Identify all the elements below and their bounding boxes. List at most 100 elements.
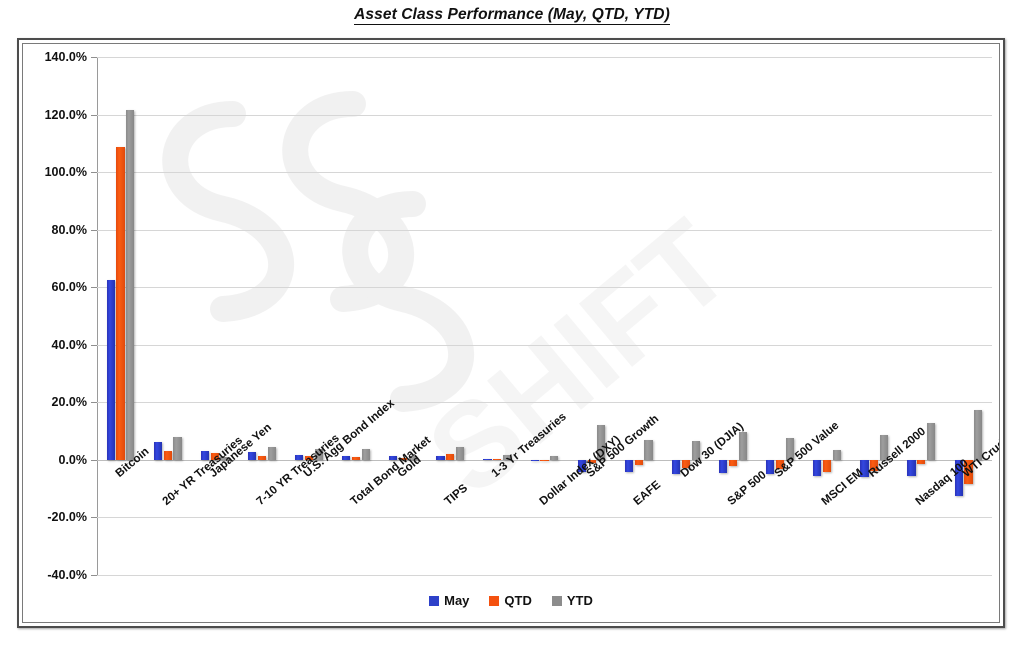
bar-may (766, 459, 775, 475)
legend-label: YTD (566, 593, 593, 608)
bar-group (624, 57, 653, 575)
bar-qtd (870, 459, 879, 472)
bar-may (530, 459, 539, 461)
bar-ytd (974, 409, 983, 460)
bar-ytd (126, 110, 135, 460)
y-axis-line (97, 57, 98, 575)
bar-qtd (257, 455, 266, 460)
bar-group (860, 57, 889, 575)
bar-group (577, 57, 606, 575)
x-axis-label: 20+ YR Treasuries (159, 433, 245, 508)
bar-ytd (738, 432, 747, 460)
legend-label: May (444, 593, 470, 608)
bar-ytd (220, 457, 229, 460)
bar-ytd (173, 436, 182, 460)
bar-may (624, 459, 633, 472)
y-axis-tick-label: 80.0% (51, 222, 87, 237)
bar-ytd (879, 435, 889, 460)
bar-qtd (964, 459, 973, 485)
bar-may (813, 459, 822, 476)
bar-group (153, 57, 182, 575)
bar-group (342, 57, 370, 575)
bar-qtd (351, 456, 361, 460)
bar-may (295, 455, 304, 460)
bar-may (389, 455, 398, 460)
bar-group (483, 57, 512, 575)
chart-title-text: Asset Class Performance (May, QTD, YTD) (354, 6, 670, 25)
bar-qtd (681, 459, 690, 468)
x-axis-label: TIPS (442, 481, 471, 508)
legend-item[interactable]: QTD (489, 593, 532, 608)
y-axis-tick (91, 287, 97, 289)
x-axis-label: 1-3 Yr Treasuries (489, 409, 570, 480)
bar-qtd (587, 459, 596, 464)
x-axis-label: MSCI EM (819, 465, 866, 508)
bar-group (436, 57, 465, 575)
x-axis-label: EAFE (630, 477, 663, 508)
chart-legend: May QTD YTD (23, 593, 999, 608)
bar-qtd (728, 459, 737, 466)
bar-group (766, 57, 794, 575)
bar-qtd (163, 450, 172, 460)
bar-group (295, 57, 323, 575)
x-axis-label: Dow 30 (DJIA) (677, 419, 746, 480)
bar-group (200, 57, 229, 575)
bar-may (153, 441, 162, 460)
bar-ytd (267, 446, 276, 460)
bar-ytd (785, 438, 794, 460)
y-axis-tick-label: 20.0% (51, 395, 87, 410)
bar-may (200, 451, 210, 460)
x-axis-label: Bitcoin (112, 444, 152, 480)
gridline (97, 517, 992, 519)
y-axis-tick-label: 0.0% (58, 452, 88, 467)
bar-qtd (917, 459, 926, 465)
y-axis-tick (91, 344, 97, 346)
y-axis-tick (91, 517, 97, 519)
bar-may (954, 459, 963, 496)
y-axis-tick (91, 57, 97, 58)
gridline (97, 57, 992, 58)
bar-qtd (304, 456, 314, 460)
x-axis-label: Russell 2000 (866, 424, 929, 480)
bar-ytd (361, 449, 370, 460)
legend-item[interactable]: May (429, 593, 469, 608)
bar-qtd (210, 453, 219, 460)
y-axis-tick-label: 140.0% (44, 50, 87, 64)
y-axis-tick (91, 459, 97, 461)
x-axis-label: WTI Crude Oil (960, 421, 1000, 480)
legend-swatch-icon (551, 595, 562, 606)
gridline (97, 402, 992, 404)
bar-ytd (691, 441, 700, 460)
bar-group (813, 57, 841, 575)
x-axis-label: Nasdaq 100 (913, 456, 972, 508)
x-axis-labels: Bitcoin 20+ YR Treasuries Japanese Yen 7-10… (97, 44, 999, 622)
bar-group (954, 57, 983, 575)
y-axis-tick (91, 575, 97, 576)
y-axis-tick-label: 40.0% (51, 337, 87, 352)
bar-qtd (446, 454, 455, 460)
y-axis-tick-label: 60.0% (51, 280, 87, 295)
legend-item[interactable]: YTD (551, 593, 593, 608)
bar-qtd (775, 459, 785, 469)
bar-may (719, 459, 728, 473)
bar-group (719, 57, 747, 575)
bar-qtd (399, 457, 408, 460)
y-axis-tick (91, 172, 97, 174)
bar-ytd (832, 449, 841, 460)
bar-may (860, 459, 869, 478)
chart-frame: SHIFT 140.0% 120.0% 100.0% 80.0% 60.0% 40.0% 2… (17, 38, 1005, 628)
gridline (97, 287, 992, 289)
y-axis-tick-label: -20.0% (47, 510, 87, 525)
x-axis-label: S&P 500 Value (772, 418, 842, 480)
bar-may (247, 452, 257, 460)
gridline (97, 114, 992, 116)
bar-ytd (455, 447, 465, 460)
page-title: Asset Class Performance (May, QTD, YTD) (0, 6, 1024, 25)
bar-group (907, 57, 936, 575)
bar-qtd (540, 459, 549, 461)
legend-swatch-icon (429, 595, 440, 606)
bar-ytd (597, 425, 606, 460)
bar-ytd (503, 454, 512, 460)
bar-may (436, 455, 445, 460)
